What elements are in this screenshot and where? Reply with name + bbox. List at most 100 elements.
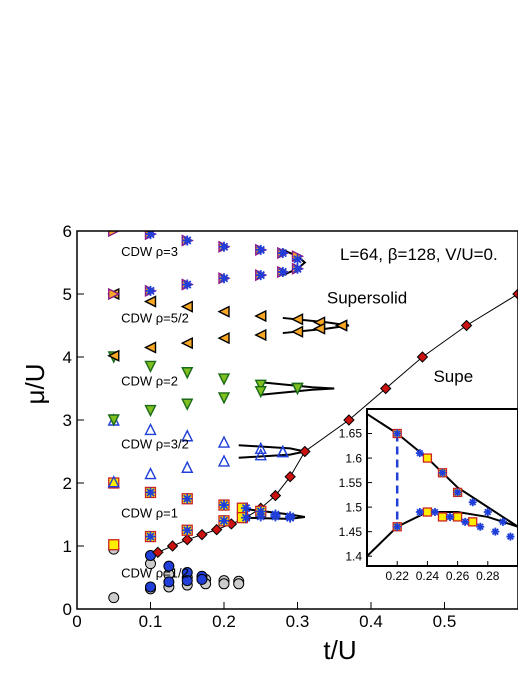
region-label: CDW ρ=3/2 [121,436,189,451]
inset-series-1-point [415,449,424,458]
main-series-6-point [285,512,296,523]
inset-series-0-point [422,453,433,463]
main-series-11-point [255,270,266,281]
inset-frame [366,408,518,567]
main-series-7-point [254,441,267,455]
main-series-7-point [144,466,157,480]
main-series-9-point [180,337,193,350]
main-series-11-point [219,241,229,252]
main-series-6-point [145,531,156,542]
main-series-8-point [254,385,267,399]
inset-series-1-point [393,429,402,438]
main-series-4-point [343,414,355,426]
main-content [107,231,518,604]
main-series-8-point [181,367,194,380]
main-series-3-point [196,573,208,585]
inset-series-1-point [430,508,439,517]
inset-series-1-point [393,522,402,531]
main-x-tick-label: 0 [72,612,81,631]
main-series-2-point [163,560,175,572]
main-y-tick-label: 4 [63,348,72,367]
main-series-9-point [143,295,157,308]
main-x-tick-label: 0.5 [433,612,457,631]
main-series-6-point [241,503,252,514]
main-series-8-point [107,414,120,427]
main-series-11-point [277,266,288,277]
main-series-9-point [254,309,267,323]
inset-y-tick-label: 1.4 [345,549,362,563]
inset-series-1-point [438,468,447,477]
inset-series-1-point [461,517,470,526]
inset-series-0-point [468,517,478,527]
main-series-6-point [219,515,229,526]
main-series-9-point [107,349,120,362]
inset-y-tick-label: 1.5 [345,500,362,514]
inset-series-1-point [415,508,424,517]
main-series-11-point [255,244,266,255]
y-axis-label: μ/U [20,364,50,405]
main-series-6-point [145,487,156,498]
main-series-6-point [255,511,266,522]
main-series-8-point [254,379,267,392]
main-series-7-point [217,454,231,467]
inset-series-1-point [498,517,507,526]
main-series-11-point [277,248,288,259]
main-x-tick-label: 0.1 [139,612,163,631]
main-series-3-point [163,576,175,588]
chart-title: L=64, β=128, V/U=0. [340,245,498,264]
main-x-tick-label: 0.4 [359,612,383,631]
inset-y-tick-label: 1.65 [339,427,363,441]
main-series-9-point [217,331,230,345]
main-boundary-3 [282,316,350,335]
main-series-11-point [145,285,156,296]
inset-series-1-point [446,512,455,521]
main-y-tick-label: 1 [63,537,72,556]
region-label: Supersolid [327,288,407,307]
main-series-9-point [254,328,267,342]
main-series-9-point [217,305,230,318]
inset-series-1-point [483,508,492,517]
main-series-6-point [182,525,193,536]
main-series-8-point [291,382,304,396]
inset-series-0-point [452,512,463,522]
inset-y-tick-label: 1.45 [339,525,363,539]
main-series-6-point [219,500,229,511]
region-label: CDW ρ=5/2 [121,310,189,325]
inset-background [367,409,518,566]
main-series-6-point [270,511,281,522]
inset-plot-area: 0.22 0.24 0.26 0.28 1.4 1.45 1.5 1.55 1.6 1.65 [339,408,518,583]
main-series-10-point [108,231,121,238]
main-series-11-point [292,263,303,274]
region-label: CDW ρ=2 [121,373,178,388]
inset-series-1-point [476,522,485,531]
main-series-7-point [181,460,194,473]
main-series-4-point [284,470,296,483]
main-x-tick-label: 0.3 [286,612,310,631]
main-x-tick-label: 0.2 [212,612,236,631]
main-y-tick-label: 6 [63,222,72,241]
main-series-1-point [108,592,120,604]
region-label: Supe [433,367,473,386]
main-series-11-point [219,273,229,284]
inset-x-tick-label: 0.28 [476,569,500,583]
main-series-11-point [292,254,303,265]
main-series-3-point [181,575,193,587]
main-series-6-point [255,506,266,517]
main-series-7-point [144,422,157,436]
main-series-4-point [210,523,223,536]
main-series-4-point [416,351,429,363]
inset-x-tick-label: 0.22 [386,569,410,583]
main-series-8-point [144,360,157,374]
region-label: CDW ρ=1 [121,506,178,521]
main-series-7-point [276,444,289,458]
inset-series-0-point [437,512,448,522]
main-series-4-point [166,540,179,552]
main-series-4-point [512,288,518,300]
main-series-4-line [157,293,518,553]
main-series-9-point [312,322,326,335]
main-series-4-point [379,382,392,395]
inset-boundary-1 [367,511,518,557]
inset-series-1-point [506,532,515,541]
main-series-9-point [180,300,193,313]
main-series-6-point [182,493,193,504]
